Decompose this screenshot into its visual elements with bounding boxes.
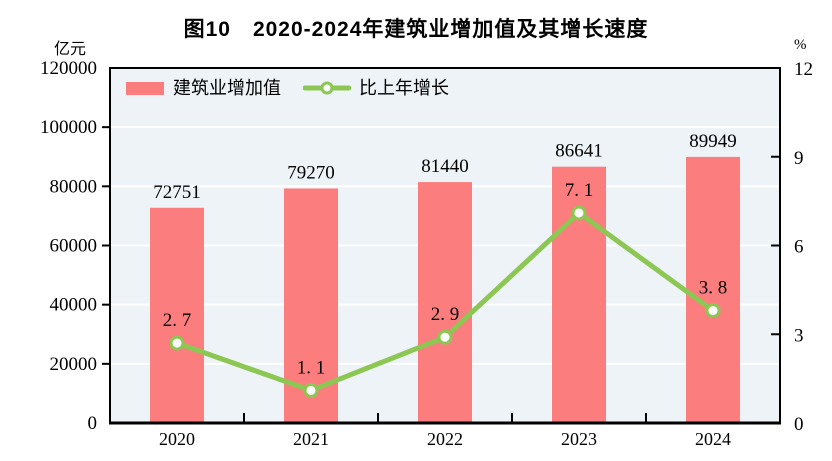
bar-value-label-2022: 81440: [421, 156, 469, 177]
chart-legend: 建筑业增加值 比上年增长: [126, 79, 449, 97]
left-axis-tick-label: 20000: [50, 354, 98, 375]
bar-value-label-2023: 86641: [555, 141, 603, 162]
legend-item-bar[interactable]: 建筑业增加值: [126, 79, 281, 97]
legend-bar-label: 建筑业增加值: [173, 78, 281, 98]
line-marker-2022: [437, 329, 453, 345]
right-axis-tick-label: 12: [794, 59, 813, 80]
x-axis-label-2022: 2022: [427, 429, 463, 449]
bar-value-label-2024: 89949: [689, 131, 737, 152]
line-value-label-2022: 2. 9: [431, 304, 460, 325]
legend-line-label: 比上年增长: [359, 78, 449, 98]
bar-value-label-2020: 72751: [153, 182, 201, 203]
bar-legend-swatch-icon: [126, 81, 164, 95]
x-axis-label-2023: 2023: [561, 429, 597, 449]
right-axis-tick-label: 6: [794, 237, 804, 258]
line-marker-2020: [169, 335, 185, 351]
x-axis-label-2020: 2020: [159, 429, 195, 449]
chart-title: 图10 2020-2024年建筑业增加值及其增长速度: [183, 18, 649, 41]
bar-value-label-2021: 79270: [287, 162, 335, 183]
right-axis-unit-label: %: [794, 37, 807, 53]
bar-2020: [150, 207, 204, 423]
line-legend-sample-icon: [303, 81, 351, 95]
legend-item-line[interactable]: 比上年增长: [303, 79, 449, 97]
left-axis-unit-label: 亿元: [54, 41, 87, 58]
right-axis-tick-label: 0: [794, 414, 804, 435]
left-axis-tick-label: 60000: [50, 236, 98, 257]
left-axis-tick-label: 0: [88, 413, 98, 434]
line-value-label-2021: 1. 1: [297, 357, 326, 378]
bar-2024: [686, 156, 740, 423]
x-axis-label-2024: 2024: [695, 429, 731, 449]
left-axis-tick-label: 120000: [40, 58, 97, 79]
legend-line-marker: [320, 81, 334, 95]
bar-2022: [418, 182, 472, 423]
line-value-label-2020: 2. 7: [163, 310, 192, 331]
right-axis-tick-label: 9: [794, 148, 804, 169]
left-axis-tick-label: 80000: [50, 176, 98, 197]
line-marker-2021: [303, 382, 319, 398]
line-value-label-2024: 3. 8: [699, 278, 728, 299]
bar-2023: [552, 166, 606, 423]
left-axis-tick-label: 100000: [40, 117, 97, 138]
line-marker-2024: [705, 303, 721, 319]
x-axis-label-2021: 2021: [293, 429, 329, 449]
line-value-label-2023: 7. 1: [565, 180, 594, 201]
right-axis-tick-label: 3: [794, 325, 804, 346]
line-marker-2023: [571, 205, 587, 221]
left-axis-tick-label: 40000: [50, 295, 98, 316]
